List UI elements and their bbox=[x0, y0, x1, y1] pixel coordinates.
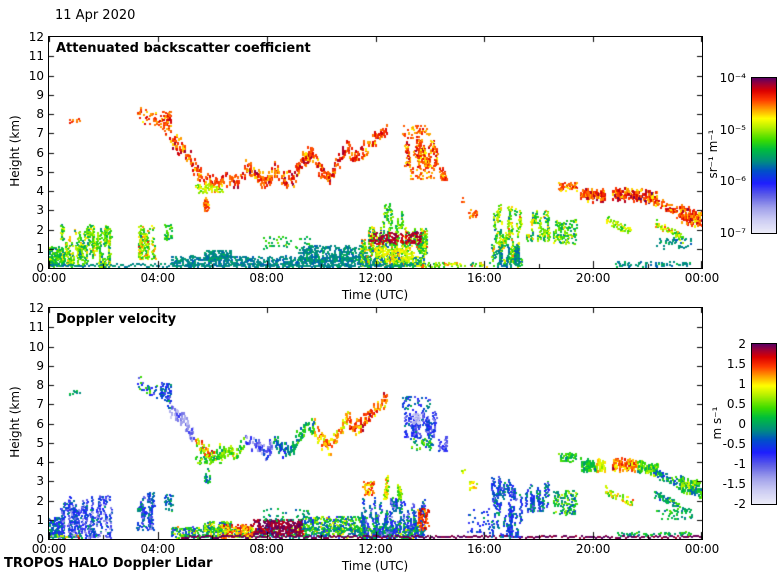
instrument-credit-label: TROPOS HALO Doppler Lidar bbox=[4, 556, 213, 571]
colorbar-tick-label: 10⁻⁷ bbox=[719, 226, 746, 240]
y-tick-label: 3 bbox=[36, 203, 44, 218]
colorbar-tick-label: -2 bbox=[734, 497, 746, 511]
x-tick-label: 08:00 bbox=[249, 542, 284, 556]
y-tick-label: 7 bbox=[36, 126, 44, 141]
y-tick-label: 6 bbox=[36, 145, 44, 160]
y-tick-label: 12 bbox=[28, 30, 44, 44]
y-tick-label: 9 bbox=[36, 358, 44, 373]
velocity-colorbar-gradient bbox=[752, 344, 776, 504]
colorbar-tick-label: 10⁻⁴ bbox=[719, 71, 746, 85]
backscatter-panel bbox=[48, 36, 703, 269]
y-tick-label: 1 bbox=[36, 241, 44, 256]
y-tick-label: 9 bbox=[36, 87, 44, 102]
velocity-panel bbox=[48, 307, 703, 540]
backscatter-plot-canvas bbox=[49, 37, 702, 268]
x-tick-label: 00:00 bbox=[31, 542, 67, 556]
y-tick-label: 2 bbox=[36, 493, 44, 508]
x-tick-label: 12:00 bbox=[358, 271, 393, 285]
y-tick-label: 2 bbox=[36, 222, 44, 237]
y-tick-label: 6 bbox=[36, 416, 44, 431]
x-tick-label: 16:00 bbox=[467, 542, 502, 556]
colorbar-tick-label: 1.5 bbox=[726, 357, 746, 371]
y-tick-label: 10 bbox=[28, 68, 44, 83]
y-tick-label: 4 bbox=[36, 184, 44, 198]
colorbar-tick-label: -1 bbox=[734, 457, 746, 471]
colorbar-tick-label: 10⁻⁵ bbox=[719, 122, 746, 137]
x-tick-label: 16:00 bbox=[467, 271, 502, 285]
x-tick-label: 04:00 bbox=[140, 271, 176, 285]
backscatter-colorbar bbox=[751, 77, 777, 234]
y-tick-label: 5 bbox=[36, 164, 44, 179]
backscatter-x-axis-label: Time (UTC) bbox=[341, 288, 409, 302]
y-tick-label: 4 bbox=[36, 455, 44, 469]
y-tick-label: 8 bbox=[36, 107, 44, 121]
x-tick-label: 20:00 bbox=[575, 542, 611, 556]
x-tick-label: 00:00 bbox=[684, 271, 720, 285]
y-tick-label: 7 bbox=[36, 397, 44, 412]
y-tick-label: 5 bbox=[36, 435, 44, 450]
backscatter-colorbar-gradient bbox=[752, 78, 776, 233]
x-tick-label: 08:00 bbox=[249, 271, 284, 285]
velocity-plot-canvas bbox=[49, 308, 702, 539]
x-tick-label: 00:00 bbox=[684, 542, 720, 556]
y-tick-label: 10 bbox=[28, 339, 44, 354]
x-tick-label: 00:00 bbox=[31, 271, 67, 285]
velocity-colorbar bbox=[751, 343, 777, 505]
y-tick-label: 3 bbox=[36, 474, 44, 489]
velocity-panel-title: Doppler velocity bbox=[56, 312, 177, 327]
x-tick-label: 04:00 bbox=[140, 542, 176, 556]
date-label: 11 Apr 2020 bbox=[55, 8, 136, 23]
y-tick-label: 11 bbox=[28, 320, 44, 335]
y-tick-label: 0 bbox=[36, 261, 44, 275]
velocity-x-axis-label: Time (UTC) bbox=[341, 559, 409, 573]
y-tick-label: 0 bbox=[36, 532, 44, 546]
x-tick-label: 12:00 bbox=[358, 542, 393, 556]
colorbar-tick-label: 0 bbox=[738, 417, 746, 431]
y-tick-label: 12 bbox=[28, 301, 44, 315]
colorbar-tick-label: 2 bbox=[738, 337, 746, 351]
colorbar-tick-label: -0.5 bbox=[722, 437, 746, 451]
colorbar-tick-label: 0.5 bbox=[726, 397, 746, 411]
colorbar-tick-label: 1 bbox=[738, 377, 746, 391]
y-tick-label: 11 bbox=[28, 49, 44, 64]
colorbar-tick-label: -1.5 bbox=[722, 477, 746, 491]
colorbar-tick-label: 10⁻⁶ bbox=[719, 174, 746, 189]
y-tick-label: 1 bbox=[36, 512, 44, 527]
x-tick-label: 20:00 bbox=[575, 271, 611, 285]
backscatter-panel-title: Attenuated backscatter coefficient bbox=[56, 41, 311, 56]
y-tick-label: 8 bbox=[36, 378, 44, 392]
